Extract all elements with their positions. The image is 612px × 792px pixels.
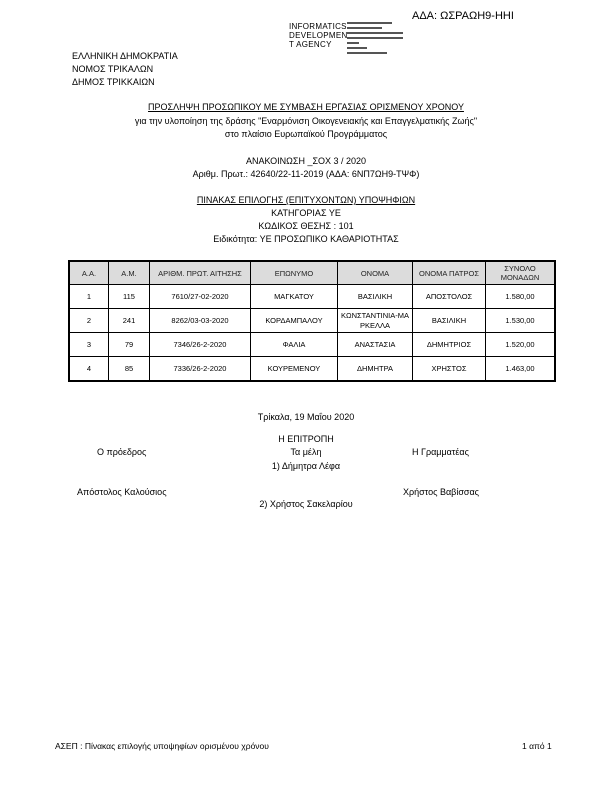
table-cell: ΧΡΗΣΤΟΣ — [412, 356, 486, 382]
table-cell: ΜΑΓΚΑΤΟΥ — [250, 284, 338, 309]
table-cell: 1.580,00 — [485, 284, 556, 309]
table-cell: 8262/03-03-2020 — [149, 308, 251, 333]
member-2: 2) Χρήστος Σακελαρίου — [259, 499, 353, 509]
committee-heading: Η ΕΠΙΤΡΟΠΗ — [278, 434, 334, 444]
column-header: Α.Α. — [68, 260, 109, 285]
table-cell: 3 — [68, 332, 109, 357]
table-cell: 7610/27-02-2020 — [149, 284, 251, 309]
ada-code: ΑΔΑ: ΩΣΡΑΩΗ9-ΗΗΙ — [412, 10, 514, 22]
issuer-line: ΝΟΜΟΣ ΤΡΙΚΑΛΩΝ — [72, 64, 154, 74]
table-cell: 79 — [108, 332, 150, 357]
column-header: Α.Μ. — [108, 260, 150, 285]
table-title: ΠΙΝΑΚΑΣ ΕΠΙΛΟΓΗΣ (ΕΠΙΤΥΧΟΝΤΩΝ) ΥΠΟΨΗΦΙΩΝ — [0, 195, 612, 205]
category: ΚΑΤΗΓΟΡΙΑΣ ΥΕ — [271, 208, 341, 218]
table-row: 4 85 7336/26-2-2020 ΚΟΥΡΕΜΕΝΟΥ ΔΗΜΗΤΡΑ ΧΡΗΣΤΟ… — [68, 356, 556, 382]
signature-stamp: INFORMATICS DEVELOPMEN T AGENCY — [289, 22, 348, 49]
table-cell: ΒΑΣΙΛΙΚΗ — [412, 308, 486, 333]
document-title: ΠΡΟΣΛΗΨΗ ΠΡΟΣΩΠΙΚΟΥ ΜΕ ΣΥΜΒΑΣΗ ΕΡΓΑΣΙΑΣ … — [0, 102, 612, 112]
issuer-block: ΕΛΛΗΝΙΚΗ ΔΗΜΟΚΡΑΤΙΑ ΝΟΜΟΣ ΤΡΙΚΑΛΩΝ ΔΗΜΟΣ… — [72, 50, 178, 89]
table-cell: 1.463,00 — [485, 356, 556, 382]
issuer-line: ΔΗΜΟΣ ΤΡΙΚΚΑΙΩΝ — [72, 77, 155, 87]
date-place: Τρίκαλα, 19 Μαΐου 2020 — [257, 412, 355, 422]
table-row: 1 115 7610/27-02-2020 ΜΑΓΚΑΤΟΥ ΒΑΣΙΛΙΚΗ ΑΠΟΣΤ… — [68, 284, 556, 309]
table-row: 2 241 8262/03-03-2020 ΚΟΡΔΑΜΠΑΛΟΥ ΚΩΝΣΤΑΝΤΙΝ… — [68, 308, 556, 333]
table-cell: 4 — [68, 356, 109, 382]
table-cell: 241 — [108, 308, 150, 333]
table-cell: ΚΟΥΡΕΜΕΝΟΥ — [250, 356, 338, 382]
table-cell: 7336/26-2-2020 — [149, 356, 251, 382]
title-text: ΠΡΟΣΛΗΨΗ ΠΡΟΣΩΠΙΚΟΥ ΜΕ ΣΥΜΒΑΣΗ ΕΡΓΑΣΙΑΣ … — [148, 102, 464, 112]
position-code: ΚΩΔΙΚΟΣ ΘΕΣΗΣ : 101 — [258, 221, 354, 231]
table-cell: ΔΗΜΗΤΡΙΟΣ — [412, 332, 486, 357]
footer-text: ΑΣΕΠ : Πίνακας επιλογής υποψηφίων ορισμέ… — [55, 741, 269, 751]
protocol-number: Αριθμ. Πρωτ.: 42640/22-11-2019 (ΑΔΑ: 6ΝΠ… — [192, 169, 420, 179]
table-cell: 1 — [68, 284, 109, 309]
secretary-name: Χρήστος Βαβίσσας — [403, 487, 479, 497]
column-header: ΑΡΙΘΜ. ΠΡΩΤ. ΑΙΤΗΣΗΣ — [149, 260, 251, 285]
column-header: ΕΠΩΝΥΜΟ — [250, 260, 338, 285]
president-name: Απόστολος Καλούσιος — [77, 487, 167, 497]
candidates-table: Α.Α. Α.Μ. ΑΡΙΘΜ. ΠΡΩΤ. ΑΙΤΗΣΗΣ ΕΠΩΝΥΜΟ Ο… — [68, 260, 556, 382]
announcement-number: ΑΝΑΚΟΙΝΩΣΗ _ΣΟΧ 3 / 2020 — [245, 156, 367, 166]
subtitle-line: στο πλαίσιο Ευρωπαϊκού Προγράμματος — [224, 129, 388, 139]
stamp-line: INFORMATICS — [289, 22, 347, 31]
table-header-row: Α.Α. Α.Μ. ΑΡΙΘΜ. ΠΡΩΤ. ΑΙΤΗΣΗΣ ΕΠΩΝΥΜΟ Ο… — [68, 260, 556, 285]
stamp-fine-print — [347, 22, 405, 57]
table-cell: ΚΟΡΔΑΜΠΑΛΟΥ — [250, 308, 338, 333]
specialty: Ειδικότητα: ΥΕ ΠΡΟΣΩΠΙΚΟ ΚΑΘΑΡΙΟΤΗΤΑΣ — [213, 234, 399, 244]
members-label: Τα μέλη — [290, 447, 322, 457]
table-cell: ΑΝΑΣΤΑΣΙΑ — [337, 332, 413, 357]
table-title-text: ΠΙΝΑΚΑΣ ΕΠΙΛΟΓΗΣ (ΕΠΙΤΥΧΟΝΤΩΝ) ΥΠΟΨΗΦΙΩΝ — [196, 195, 416, 205]
subtitle-line: για την υλοποίηση της δράσης "Εναρμόνιση… — [134, 116, 478, 126]
president-label: Ο πρόεδρος — [97, 447, 147, 457]
table-cell: ΔΗΜΗΤΡΑ — [337, 356, 413, 382]
column-header: ΟΝΟΜΑ ΠΑΤΡΟΣ — [412, 260, 486, 285]
stamp-line: T AGENCY — [289, 40, 332, 49]
table-cell: ΑΠΟΣΤΟΛΟΣ — [412, 284, 486, 309]
table-cell: ΦΑΛΙΑ — [250, 332, 338, 357]
table-row: 3 79 7346/26-2-2020 ΦΑΛΙΑ ΑΝΑΣΤΑΣΙΑ ΔΗΜΗΤΡΙΟΣ… — [68, 332, 556, 357]
table-cell: ΒΑΣΙΛΙΚΗ — [337, 284, 413, 309]
column-header: ΟΝΟΜΑ — [337, 260, 413, 285]
issuer-line: ΕΛΛΗΝΙΚΗ ΔΗΜΟΚΡΑΤΙΑ — [72, 51, 178, 61]
table-cell: ΚΩΝΣΤΑΝΤΙΝΙΑ-ΜΑΡΚΕΛΛΑ — [337, 308, 413, 333]
table-cell: 115 — [108, 284, 150, 309]
member-1: 1) Δήμητρα Λέφα — [271, 461, 341, 471]
secretary-label: Η Γραμματέας — [412, 447, 469, 457]
table-cell: 2 — [68, 308, 109, 333]
table-cell: 7346/26-2-2020 — [149, 332, 251, 357]
page-number: 1 από 1 — [522, 741, 552, 751]
column-header: ΣΥΝΟΛΟ ΜΟΝΑΔΩΝ — [485, 260, 556, 285]
table-cell: 1.520,00 — [485, 332, 556, 357]
table-cell: 1.530,00 — [485, 308, 556, 333]
table-cell: 85 — [108, 356, 150, 382]
stamp-line: DEVELOPMEN — [289, 31, 348, 40]
